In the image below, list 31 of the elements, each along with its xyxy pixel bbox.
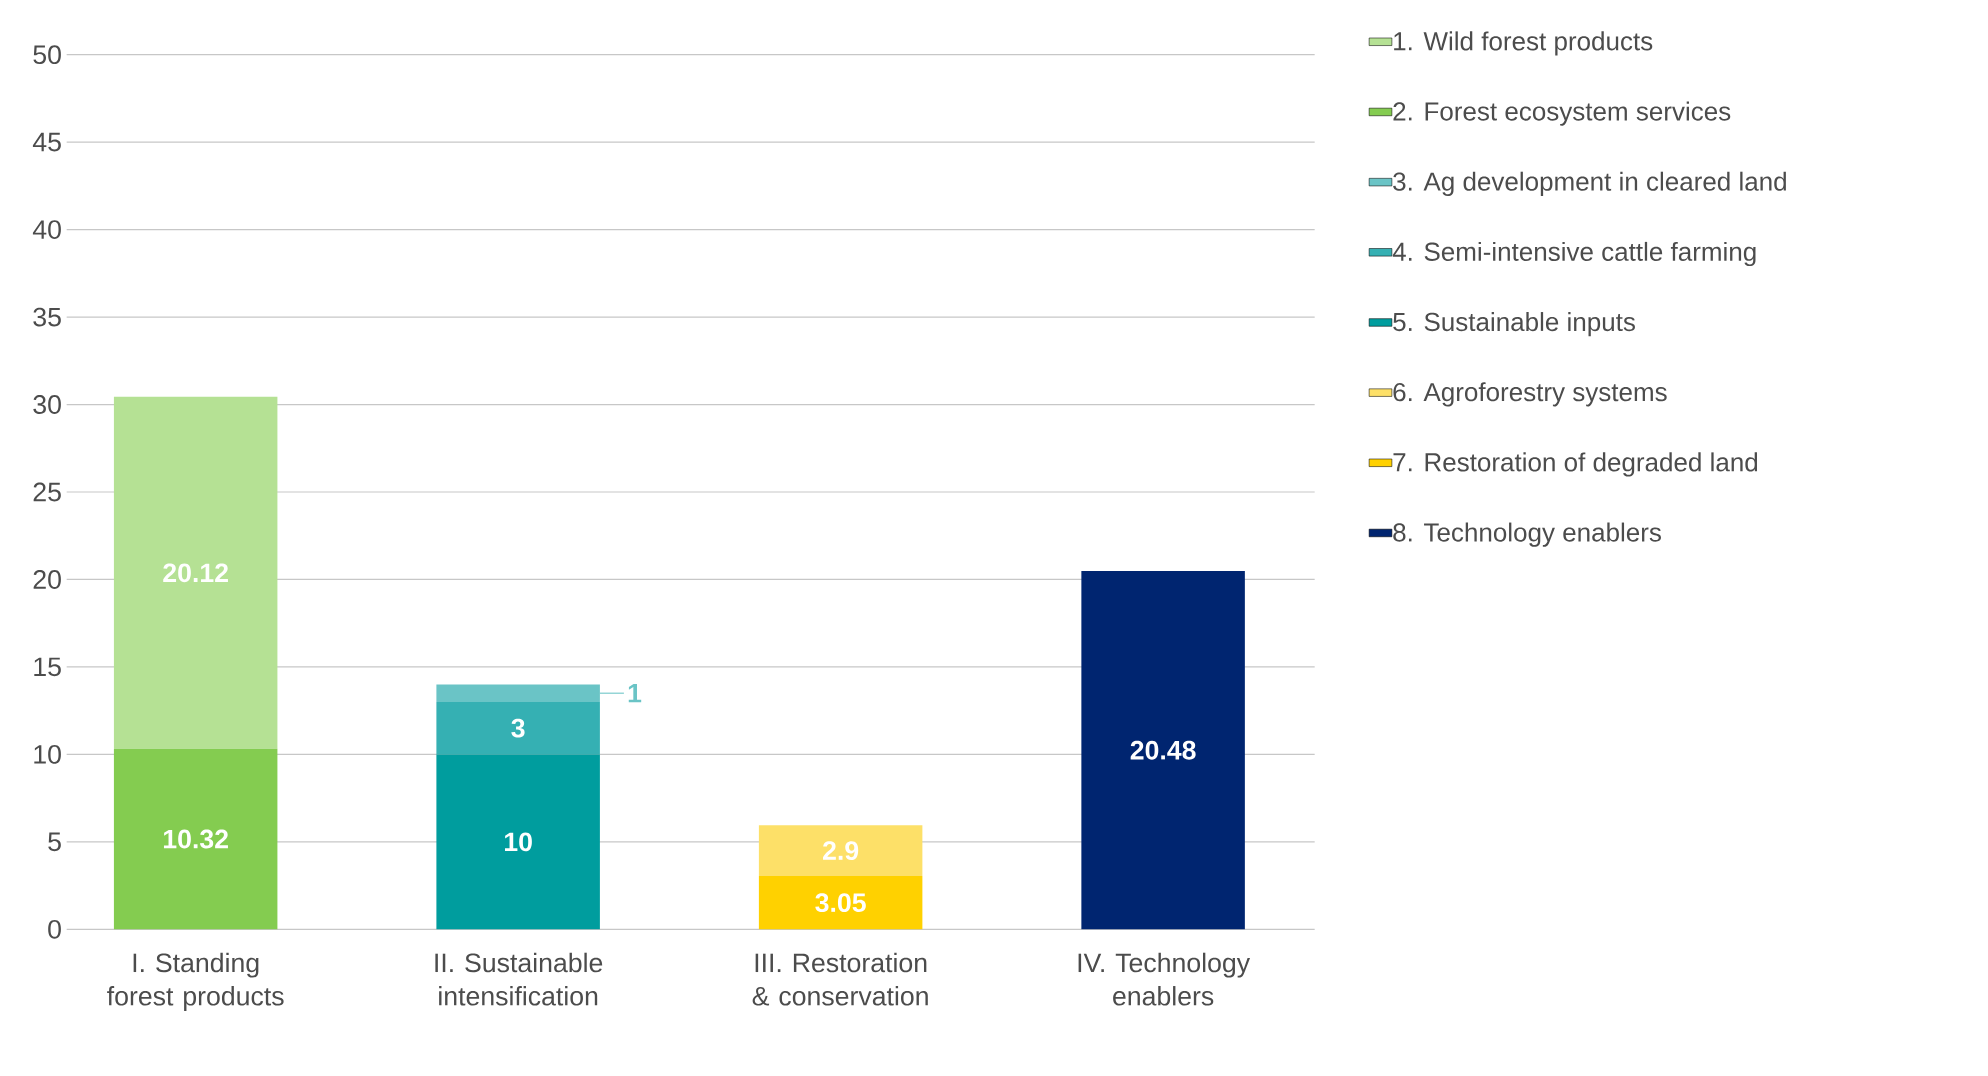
legend-label: 3. Ag development in cleared land [1393,171,1786,196]
y-tick-label: 50 [33,45,61,65]
y-tick-label: 30 [33,395,61,414]
y-tick-label: 35 [33,307,61,327]
x-tick-label: II. Sustainable intensification [435,952,603,1006]
data-label: 2.9 [823,841,859,861]
y-tick-label: 0 [48,919,61,939]
data-label: 1 [628,684,642,703]
data-label: 20.12 [163,563,228,583]
y-tick-label: 15 [34,657,61,677]
x-tick-label: I. Standing forest products [107,952,284,1011]
y-tick-label: 5 [48,832,61,852]
x-tick-label: IV. Technology enablers [1078,952,1251,1006]
data-label: 3 [511,718,525,738]
data-label: 3.05 [815,893,866,913]
data-label: 10 [504,832,532,852]
x-tick-label: III. Restoration & conservation [752,952,928,1006]
y-tick-label: 20 [33,570,61,589]
y-tick-label: 25 [33,482,61,502]
legend-label: 5. Sustainable inputs [1393,312,1635,337]
y-tick-label: 10 [34,744,61,764]
data-label: 10.32 [163,829,228,849]
data-label: 20.48 [1130,740,1196,760]
legend-label: 7. Restoration of degraded land [1393,452,1758,477]
legend-label: 1. Wild forest products [1394,31,1653,56]
legend-label: 8. Technology enablers [1393,522,1661,547]
y-tick-label: 45 [32,132,61,152]
legend-label: 6. Agroforestry systems [1393,382,1667,407]
legend-label: 2. Forest ecosystem services [1393,101,1731,126]
y-tick-label: 40 [32,220,61,240]
legend-label: 4. Semi-intensive cattle farming [1392,241,1756,267]
